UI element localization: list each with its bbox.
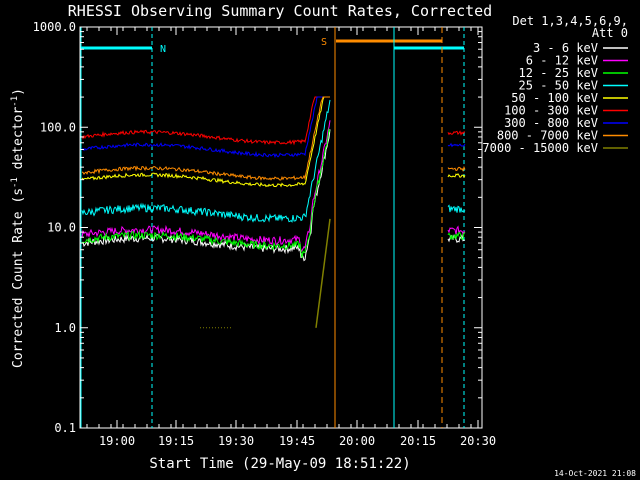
- legend-entry-label: 6 - 12 keV: [526, 54, 598, 68]
- legend-entry-label: 3 - 6 keV: [533, 41, 598, 55]
- x-tick-label: 19:15: [158, 434, 194, 448]
- series-line: [447, 142, 466, 148]
- y-tick-label: 0.1: [54, 421, 76, 435]
- legend-entry-label: 100 - 300 keV: [504, 104, 598, 118]
- legend-entry-label: 12 - 25 keV: [519, 66, 598, 80]
- annotations-layer: NS: [80, 27, 465, 428]
- series-line: [447, 165, 466, 172]
- legend-header-detectors: Det 1,3,4,5,6,9,: [512, 14, 628, 28]
- series-line: [81, 99, 331, 223]
- legend-entry-label: 50 - 100 keV: [511, 91, 598, 105]
- y-axis-label: Corrected Count Rate (s-1 detector-1): [10, 88, 26, 368]
- y-tick-label: 1.0: [54, 321, 76, 335]
- legend-entry-label: 300 - 800 keV: [504, 116, 598, 130]
- x-axis-label: Start Time (29-May-09 18:51:22): [149, 456, 410, 472]
- series-line: [81, 129, 331, 262]
- series-line: [447, 233, 466, 244]
- chart-title: RHESSI Observing Summary Count Rates, Co…: [68, 2, 492, 20]
- series-line: [447, 173, 466, 179]
- x-tick-label: 19:45: [279, 434, 315, 448]
- series-line: [315, 218, 331, 328]
- legend-entry-label: 25 - 50 keV: [519, 79, 598, 93]
- y-axis: 1000.0 100.0 10.0 1.0 0.1: [33, 20, 482, 435]
- series-line: [447, 204, 466, 213]
- y-tick-label: 10.0: [47, 221, 76, 235]
- x-tick-label: 20:15: [400, 434, 436, 448]
- annotation-s: S: [321, 37, 327, 48]
- legend-entry-label: 7000 - 15000 keV: [482, 141, 598, 155]
- series-line: [447, 225, 466, 235]
- annotation-n: N: [160, 44, 166, 55]
- plot-frame: [79, 26, 483, 429]
- series-line: [81, 96, 330, 188]
- x-tick-label: 20:00: [339, 434, 375, 448]
- x-tick-label: 19:30: [218, 434, 254, 448]
- series-line: [81, 127, 331, 258]
- series-layer: [81, 96, 466, 329]
- x-tick-label: 20:30: [460, 434, 496, 448]
- series-line: [447, 130, 466, 136]
- y-tick-label: 1000.0: [33, 20, 76, 34]
- timestamp: 14-Oct-2021 21:08: [554, 469, 636, 478]
- series-line: [81, 96, 330, 181]
- x-tick-label: 19:00: [99, 434, 135, 448]
- legend-entry-label: 800 - 7000 keV: [497, 129, 598, 143]
- series-line: [81, 96, 330, 146]
- legend-header-attenuator: Att 0: [592, 26, 628, 40]
- series-line: [81, 96, 330, 159]
- x-axis: 19:00 19:15 19:30 19:45 20:00 20:15 20:30: [86, 27, 496, 448]
- series-line: [447, 231, 466, 241]
- y-tick-label: 100.0: [40, 120, 76, 134]
